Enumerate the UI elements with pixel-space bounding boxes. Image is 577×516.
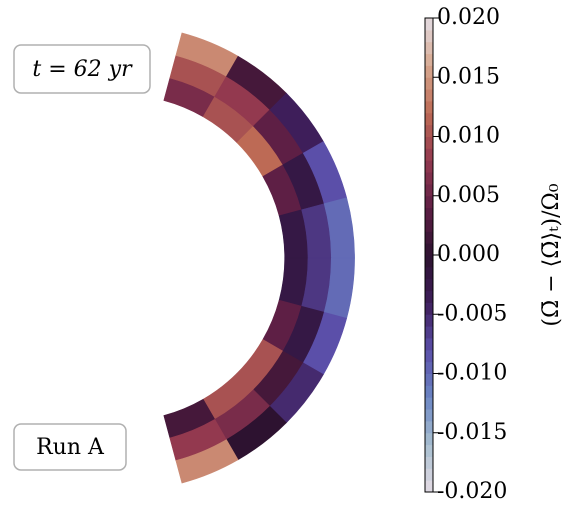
colorbar-level (425, 29, 433, 43)
colorbar-level (425, 148, 433, 161)
colorbar-level (425, 337, 433, 351)
colorbar-level (425, 432, 433, 446)
colorbar-tick-label: -0.020 (437, 479, 507, 504)
colorbar-level (425, 456, 433, 469)
colorbar-level (425, 397, 433, 410)
colorbar-level (425, 77, 433, 90)
colorbar-level (425, 207, 433, 220)
colorbar-level (425, 53, 433, 66)
time-box (13, 44, 151, 94)
colorbar-tick-label: -0.005 (437, 301, 507, 326)
colorbar-level (425, 314, 433, 327)
colorbar-tick-label: 0.015 (437, 64, 500, 89)
colorbar-level (425, 278, 433, 292)
colorbar-level (425, 65, 433, 78)
colorbar-level (425, 361, 433, 374)
colorbar-tick-label: 0.005 (437, 183, 500, 208)
colorbar-level (425, 18, 433, 31)
run-label: Run A (36, 435, 105, 460)
colorbar-level (425, 255, 433, 268)
colorbar-level (425, 468, 433, 481)
colorbar-level (425, 41, 433, 55)
colorbar-level (425, 302, 433, 315)
colorbar-level (425, 373, 433, 386)
colorbar-level (425, 349, 433, 363)
colorbar-level (425, 112, 433, 126)
colorbar-level (425, 266, 433, 280)
colorbar-level (425, 444, 433, 457)
colorbar-level (425, 409, 433, 422)
colorbar-level (425, 326, 433, 339)
colorbar-level (425, 219, 433, 232)
colorbar-level (425, 183, 433, 197)
colorbar-level (425, 100, 433, 114)
colorbar-level (425, 89, 433, 102)
colorbar-label: (Ω̄ − ⟨Ω̄⟩ₜ)/Ω₀ (539, 183, 564, 326)
colorbar-level (425, 124, 433, 137)
colorbar-tick-label: -0.010 (437, 361, 507, 386)
colorbar-tick-label: 0.010 (437, 124, 500, 149)
colorbar: 0.020 0.015 0.010 0.005 0.000 -0.005 -0.010 -0.… (424, 5, 507, 504)
field-cell (175, 439, 239, 484)
time-label: t = 62 yr (32, 57, 133, 82)
colorbar-level (425, 243, 433, 256)
colorbar-level (425, 172, 433, 185)
colorbar-level (425, 420, 433, 434)
run-box (13, 423, 127, 471)
colorbar-level (425, 160, 433, 173)
colorbar-level (425, 290, 433, 303)
meridional-slice (163, 32, 355, 484)
colorbar-tick-label: 0.020 (437, 5, 500, 30)
colorbar-level (425, 480, 433, 493)
colorbar-level (425, 195, 433, 209)
colorbar-tick-label: 0.000 (437, 242, 500, 267)
colorbar-level (425, 231, 433, 244)
colorbar-level (425, 385, 433, 398)
colorbar-level (425, 136, 433, 149)
colorbar-tick-label: -0.015 (437, 420, 507, 445)
